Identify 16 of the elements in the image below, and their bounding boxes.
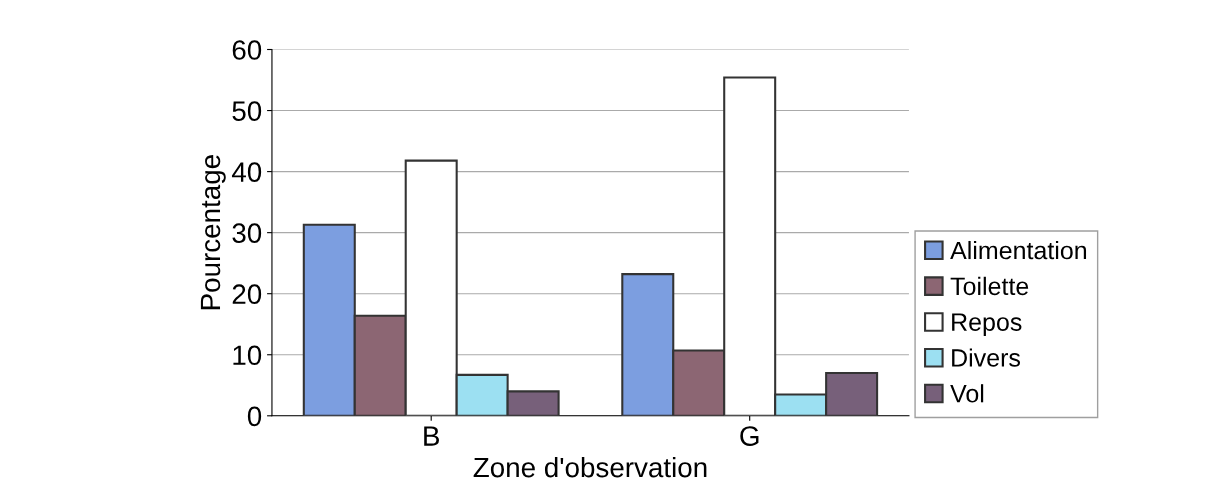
y-axis-title: Pourcentage <box>200 155 226 310</box>
legend-label: Repos <box>952 313 1022 336</box>
x-tick-label: G <box>740 426 759 446</box>
y-tick-label: 30 <box>232 223 262 243</box>
y-tick-label: 10 <box>233 345 262 366</box>
y-tick-label: 20 <box>232 284 262 305</box>
y-tick-label: 60 <box>232 40 262 60</box>
legend-label: Vol <box>950 384 984 403</box>
y-tick-label: 40 <box>231 162 262 182</box>
legend-label: Divers <box>952 348 1021 367</box>
x-axis-title: Zone d'observation <box>473 456 707 478</box>
x-tick-label: B <box>424 426 439 446</box>
legend-label: Alimentation <box>950 240 1087 260</box>
legend-label: Toilette <box>950 276 1029 296</box>
y-tick-label: 0 <box>247 406 262 427</box>
y-tick-label: 50 <box>232 101 262 121</box>
